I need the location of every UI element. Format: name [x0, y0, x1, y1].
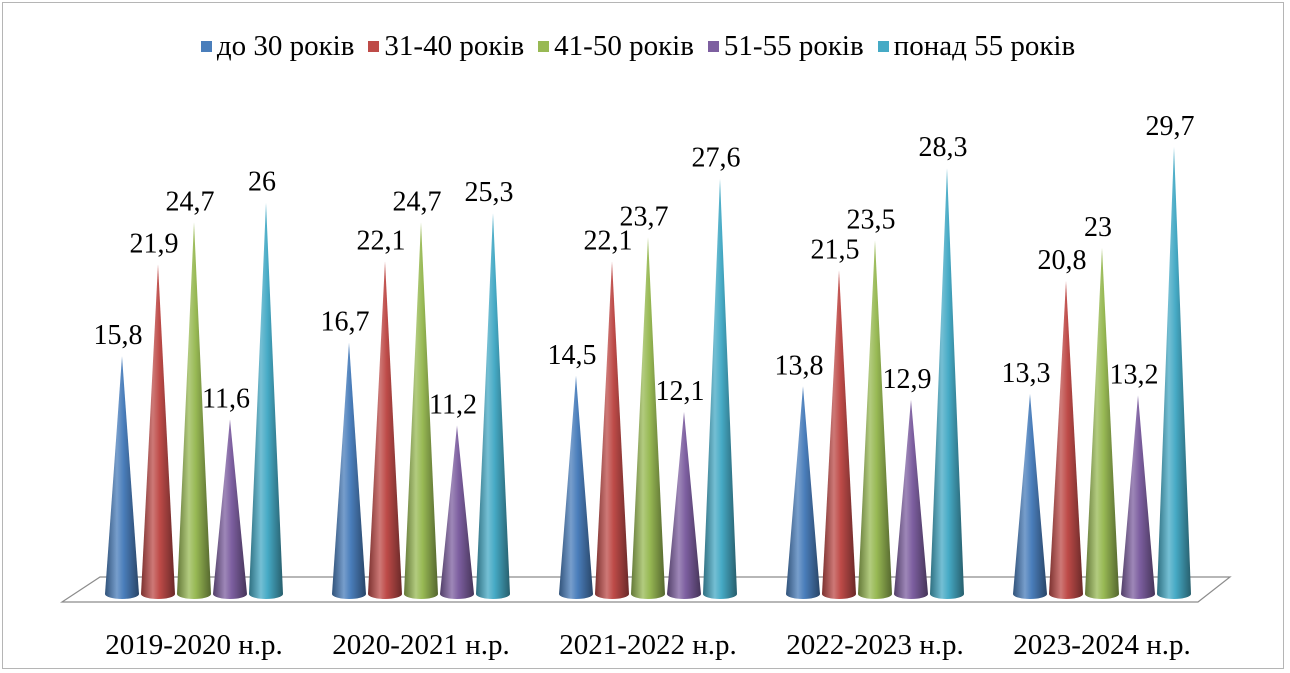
category-label: 2023-2024 н.р.: [1013, 629, 1190, 661]
legend-swatch-series-4: [707, 41, 719, 52]
legend-label-series-5: понад 55 років: [893, 30, 1076, 62]
cone-5-2: [476, 213, 510, 600]
data-label: 20,8: [1038, 245, 1087, 276]
legend-item-series-2: 31-40 років: [368, 30, 524, 63]
data-label: 11,6: [202, 383, 250, 414]
data-label: 29,7: [1146, 111, 1195, 142]
cone-body: [786, 386, 820, 599]
cone-body: [858, 240, 892, 599]
cone-body: [894, 399, 928, 599]
cone-body: [822, 270, 856, 599]
cone-1-5: [1013, 393, 1047, 599]
legend-label-series-1: до 30 років: [216, 30, 355, 62]
cone-5-1: [249, 202, 283, 599]
category-label: 2021-2022 н.р.: [559, 629, 736, 661]
legend-label-series-3: 41-50 років: [554, 30, 694, 62]
data-label: 23: [1084, 212, 1112, 243]
data-label: 12,9: [883, 364, 932, 395]
data-label: 22,1: [357, 225, 406, 256]
legend-item-series-4: 51-55 років: [707, 30, 864, 63]
data-label: 13,8: [775, 350, 824, 381]
data-label: 13,3: [1002, 358, 1051, 389]
data-label: 15,8: [94, 320, 143, 351]
cone-1-1: [105, 356, 139, 599]
legend-item-series-3: 41-50 років: [538, 30, 694, 63]
legend-label-series-2: 31-40 років: [384, 30, 525, 62]
cone-body: [332, 342, 366, 599]
cone-4-1: [213, 419, 247, 599]
cone-body: [667, 411, 701, 599]
cone-body: [703, 178, 737, 599]
cone-body: [595, 261, 629, 599]
cone-body: [559, 375, 593, 599]
data-label: 28,3: [919, 132, 968, 163]
cone-4-3: [667, 411, 701, 599]
data-label: 16,7: [321, 307, 370, 338]
cone-2-1: [141, 264, 175, 599]
data-label: 24,7: [166, 186, 215, 217]
cone-body: [249, 202, 283, 599]
cone-body: [368, 261, 402, 599]
data-label: 26: [248, 167, 276, 198]
cone-2-5: [1049, 280, 1083, 599]
data-label: 21,5: [811, 234, 860, 265]
cone-4-2: [440, 425, 474, 599]
legend-label-series-4: 51-55 років: [723, 30, 864, 62]
data-label: 14,5: [548, 340, 597, 371]
cone-body: [1121, 395, 1155, 599]
category-label: 2019-2020 н.р.: [105, 629, 282, 661]
cone-2-3: [595, 261, 629, 599]
cone-3-2: [404, 222, 438, 599]
data-label: 13,2: [1110, 359, 1159, 390]
data-label: 24,7: [393, 186, 442, 217]
cone-body: [177, 222, 211, 599]
chart-legend: до 30 років 31-40 років 41-50 років 51-5…: [0, 30, 1290, 63]
data-label: 21,9: [130, 228, 179, 259]
data-label: 23,7: [620, 201, 669, 232]
data-label: 12,1: [656, 376, 705, 407]
legend-swatch-series-3: [538, 41, 550, 52]
legend-swatch-series-5: [877, 41, 889, 52]
cone-4-4: [894, 399, 928, 599]
cone-3-5: [1085, 247, 1119, 599]
data-label: 22,1: [584, 225, 633, 256]
cone-body: [1013, 393, 1047, 599]
cone-body: [631, 237, 665, 599]
data-label: 25,3: [465, 177, 514, 208]
legend-swatch-series-1: [200, 41, 212, 52]
cone-1-2: [332, 342, 366, 599]
cone-5-5: [1157, 147, 1191, 599]
cone-2-4: [822, 270, 856, 599]
cone-5-3: [703, 178, 737, 599]
cone-1-4: [786, 386, 820, 599]
category-label: 2020-2021 н.р.: [332, 629, 509, 661]
data-label: 27,6: [692, 143, 741, 174]
legend-item-series-1: до 30 років: [200, 30, 355, 63]
cone-body: [404, 222, 438, 599]
category-label: 2022-2023 н.р.: [786, 629, 963, 661]
legend-item-series-5: понад 55 років: [877, 30, 1076, 63]
cone-5-4: [930, 168, 964, 599]
cone-3-1: [177, 222, 211, 599]
legend-swatch-series-2: [368, 41, 380, 52]
cone-body: [930, 168, 964, 599]
cone-body: [1157, 147, 1191, 599]
cone-4-5: [1121, 395, 1155, 599]
data-label: 23,5: [847, 204, 896, 235]
data-label: 11,2: [429, 389, 477, 420]
cone-3-4: [858, 240, 892, 599]
cone-body: [440, 425, 474, 599]
cone-3-3: [631, 237, 665, 599]
cone-2-2: [368, 261, 402, 599]
cone-body: [105, 356, 139, 599]
cone-1-3: [559, 375, 593, 599]
cone-body: [141, 264, 175, 599]
cone-body: [1085, 247, 1119, 599]
cone-body: [476, 213, 510, 600]
cone-body: [1049, 280, 1083, 599]
cone-body: [213, 419, 247, 599]
